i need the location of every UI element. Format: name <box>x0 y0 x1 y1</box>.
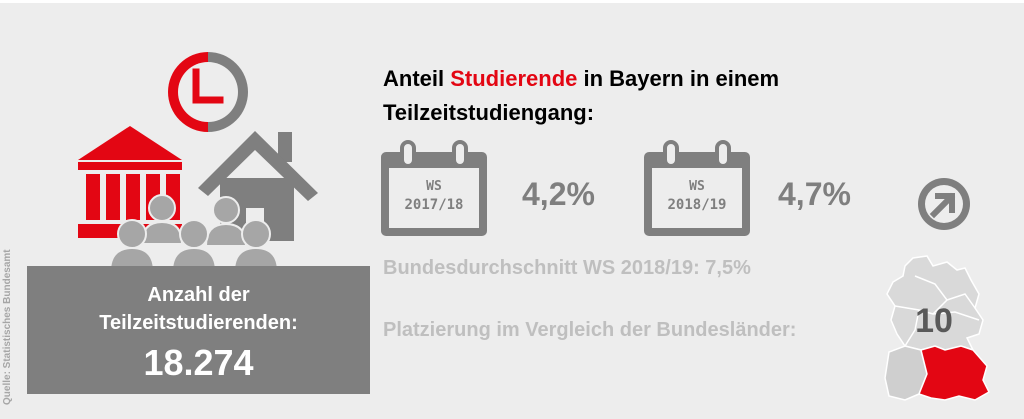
count-value: 18.274 <box>143 342 254 383</box>
clock-icon <box>168 52 248 132</box>
headline: Anteil Studierende in Bayern in einem Te… <box>383 62 813 130</box>
next-arrow-button[interactable] <box>918 178 970 230</box>
federal-average: Bundesdurchschnitt WS 2018/19: 7,5% <box>383 257 751 279</box>
people-group-icon <box>108 194 280 273</box>
map-region-bavaria <box>918 345 990 401</box>
calendar-1-year: 2017/18 <box>404 197 464 213</box>
calendar-semester-2: WS 2018/19 <box>641 140 753 240</box>
count-label-line2: Teilzeitstudierenden: <box>99 312 298 334</box>
source-caption: Quelle: Statistisches Bundesamt <box>2 249 13 405</box>
share-value-1: 4,2% <box>522 176 595 212</box>
calendar-2-year: 2018/19 <box>667 197 727 213</box>
calendar-2-term: WS <box>689 179 705 194</box>
headline-part2: in Bayern in einem Teilzeitstudiengang: <box>383 66 780 125</box>
illustration <box>78 52 318 273</box>
calendar-semester-1: WS 2017/18 <box>378 140 490 240</box>
germany-map-icon <box>884 255 990 401</box>
calendar-1-term: WS <box>426 179 442 194</box>
top-border <box>0 0 1024 3</box>
share-value-2: 4,7% <box>778 176 851 212</box>
headline-part1: Anteil <box>383 66 451 91</box>
headline-highlight: Studierende <box>450 66 578 91</box>
total-count-box: Anzahl der Teilzeitstudierenden: 18.274 <box>27 266 370 394</box>
count-label-line1: Anzahl der <box>147 284 250 306</box>
ranking-label: Platzierung im Vergleich der Bundeslände… <box>383 319 797 341</box>
calendar-icon <box>381 140 487 236</box>
calendar-icon <box>644 140 750 236</box>
ranking-value: 10 <box>915 302 953 340</box>
